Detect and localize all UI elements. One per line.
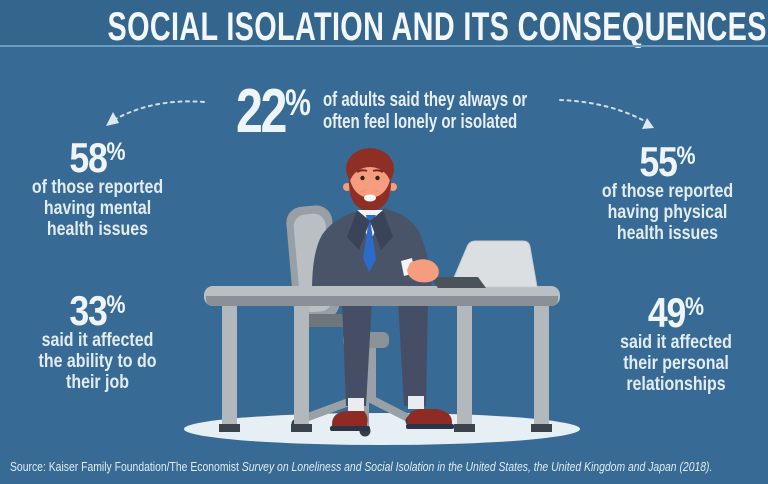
center-stat-caption: of adults said they always or often feel… [323,89,528,133]
hand-on-laptop [401,258,439,283]
header-band [0,0,768,45]
stat-caption-line: of those reported [601,181,734,202]
dashed-arrow-left-icon [111,100,205,122]
stat-caption-line: having physical [607,202,728,223]
dashed-arrow-right-icon [559,99,651,125]
stat-caption: said it affected the ability to do their… [16,330,180,393]
stat-number: 49 [647,289,686,336]
center-stat-number: 22 [236,77,287,146]
stat-caption: of those reported having mental health i… [16,177,180,240]
stat-caption-line: the ability to do [38,351,157,372]
stat-caption-line: said it affected [41,330,154,351]
source-prefix: Source: Kaiser Family Foundation/The Eco… [10,459,242,474]
percent-sign: % [676,141,696,170]
stat-caption-line: their job [66,372,129,393]
center-stat-value: 22% [236,81,311,143]
man-figure [312,148,454,431]
arrowhead-right-icon [642,118,654,129]
stat-caption-line: their personal [623,353,729,374]
laptop [430,240,538,288]
stat-caption-line: having mental [43,198,152,219]
stat-caption-line: health issues [46,219,149,240]
desk [204,286,560,432]
source-survey-title: Survey on Loneliness and Social Isolatio… [241,459,713,474]
stat-value: 49% [593,292,760,334]
stat-mental-health: 58% of those reported having mental heal… [0,137,195,241]
stat-physical-health: 55% of those reported having physical he… [570,141,765,245]
stat-caption-line: health issues [616,223,719,244]
header-divider [0,45,768,47]
stat-value: 58% [15,137,181,179]
stat-job-ability: 33% said it affected the ability to do t… [0,290,195,394]
stat-number: 33 [69,287,107,334]
arrowhead-left-icon [106,112,119,126]
center-stat-percent-sign: % [285,81,311,124]
stat-relationships: 49% said it affected their personal rela… [578,292,768,396]
percent-sign: % [106,290,126,319]
stat-number: 58 [69,134,107,181]
stat-caption-line: of those reported [31,177,164,198]
center-stat-caption-line: often feel lonely or isolated [323,110,518,133]
stat-value: 33% [15,290,181,332]
center-stat-caption-line: of adults said they always or [323,89,528,111]
percent-sign: % [685,292,705,321]
stat-caption: of those reported having physical health… [586,181,750,244]
stat-number: 55 [639,138,677,185]
source-attribution: Source: Kaiser Family Foundation/The Eco… [10,459,712,474]
stat-value: 55% [585,141,751,183]
page-title: SOCIAL ISOLATION AND ITS CONSEQUENCES [107,5,767,49]
floor-shadow [184,413,580,445]
percent-sign: % [106,137,126,166]
stat-caption-line: relationships [626,374,726,395]
stat-caption-line: said it affected [620,332,732,353]
stat-caption: said it affected their personal relation… [594,332,759,395]
